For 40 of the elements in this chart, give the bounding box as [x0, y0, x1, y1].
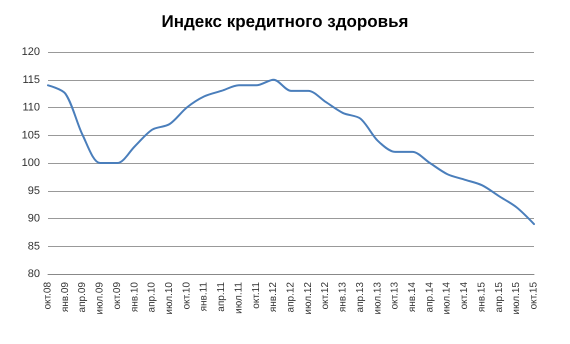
x-tick-label: янв.09 [60, 282, 71, 312]
y-tick-label: 110 [22, 102, 40, 114]
y-tick-label: 95 [28, 184, 40, 197]
x-tick-label: янв.15 [476, 282, 488, 312]
x-tick-label: апр.14 [424, 282, 436, 312]
x-tick-label: июл.15 [511, 282, 522, 315]
x-tick-label: апр.15 [494, 282, 505, 312]
x-tick-label: окт.08 [42, 282, 54, 310]
x-tick-label: окт.10 [181, 282, 192, 310]
x-tick-label: апр.13 [354, 282, 366, 312]
x-tick-label: апр.11 [216, 282, 228, 312]
x-tick-label: окт.12 [320, 282, 332, 310]
x-tick-label: июл.12 [302, 282, 314, 315]
x-tick-label: янв.13 [338, 282, 349, 312]
x-tick-label: окт.14 [459, 282, 470, 310]
x-tick-label: июл.10 [164, 282, 175, 315]
x-tick-label: апр.10 [146, 282, 158, 312]
line-series [47, 78, 535, 226]
x-tick-label: июл.14 [442, 282, 453, 315]
y-tick-label: 85 [28, 240, 40, 252]
x-tick-label: окт.09 [112, 282, 123, 310]
y-tick-label: 90 [28, 212, 40, 224]
x-tick-label: янв.10 [129, 282, 140, 312]
x-tick-label: апр.12 [286, 282, 296, 312]
y-tick-label: 115 [22, 74, 40, 86]
x-tick-label: окт.15 [528, 282, 540, 310]
x-tick-label: янв.12 [268, 282, 280, 312]
x-tick-label: апр.09 [77, 282, 88, 312]
x-tick-label: окт.13 [390, 282, 401, 310]
x-tick-label: июл.13 [372, 282, 384, 315]
y-tick-label: 120 [22, 46, 40, 58]
y-tick-label: 105 [22, 129, 40, 142]
y-tick-label: 100 [22, 157, 40, 169]
y-tick-label: 80 [28, 268, 40, 280]
x-tick-label: июл.09 [94, 282, 106, 315]
x-tick-label: янв.11 [198, 282, 210, 312]
x-tick-label: янв.14 [407, 282, 418, 312]
chart-title: Индекс кредитного здоровья [162, 12, 408, 31]
x-tick-label: окт.11 [250, 282, 262, 309]
x-tick-label: июл.11 [233, 282, 244, 314]
